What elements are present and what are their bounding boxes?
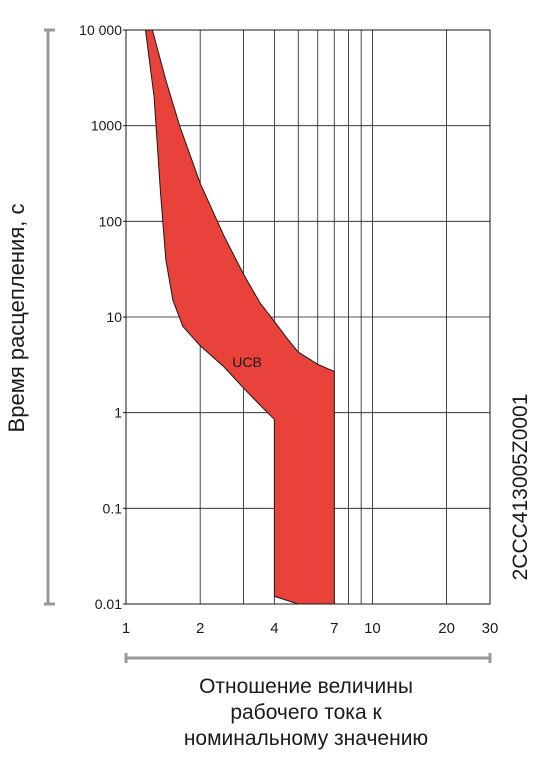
y-tick-label: 0.01: [95, 596, 122, 612]
x-tick-label: 1: [122, 620, 130, 637]
figure-code: 2CCC413005Z0001: [509, 394, 532, 581]
x-tick-label: 30: [482, 620, 499, 637]
y-axis-bracket: [44, 28, 55, 606]
y-tick-label: 100: [99, 213, 123, 229]
y-axis-label: Время расцепления, с: [4, 204, 29, 433]
y-tick-label: 1: [114, 405, 122, 421]
y-tick-label: 10 000: [79, 22, 122, 38]
x-tick-label: 10: [364, 620, 381, 637]
x-tick-label: 20: [438, 620, 455, 637]
x-axis-bracket: [124, 653, 492, 663]
y-tick-labels: 0.01 0.1 1 10 100 1000 10 000: [79, 22, 126, 612]
y-tick-label: 1000: [91, 118, 122, 134]
x-tick-label: 4: [270, 620, 278, 637]
x-axis-label-line-2: рабочего тока к: [230, 701, 382, 724]
x-axis-label-line-3: номинальному значению: [184, 727, 428, 750]
x-tick-label: 2: [196, 620, 204, 637]
x-axis-label-line-1: Отношение величины: [199, 675, 413, 698]
ucb-region-label: UCB: [232, 354, 262, 370]
y-tick-label: 0.1: [103, 500, 123, 516]
x-tick-label: 7: [330, 620, 338, 637]
x-tick-labels: 1 2 4 7 10 20 30: [122, 620, 499, 637]
y-tick-label: 10: [106, 309, 122, 325]
